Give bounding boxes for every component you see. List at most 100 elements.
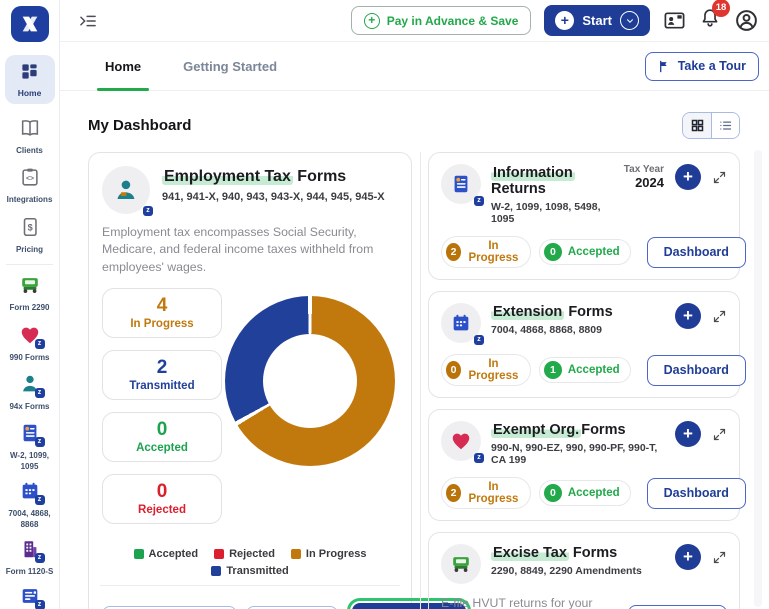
sidebar: Home Clients <> Integrations $ Pricing [0, 0, 60, 609]
document-icon [454, 175, 468, 193]
stat-value: 2 [156, 357, 168, 379]
exempt-org-forms-icon: z [441, 421, 484, 463]
add-return-button[interactable]: + [675, 544, 701, 570]
sidebar-item-label: 7004, 4868, 8868 [8, 509, 51, 529]
accepted-badge[interactable]: 0 Accepted [538, 480, 631, 506]
extension-forms-card: z Extension Forms 7004, 4868, 8868, 8809… [428, 291, 746, 398]
flag-icon [659, 60, 667, 72]
dashboard-button[interactable]: Dashboard [646, 477, 746, 509]
in-progress-badge[interactable]: 2 In Progress [441, 477, 531, 509]
dashboard-button[interactable]: Dashboard [627, 605, 727, 609]
tab-getting-started[interactable]: Getting Started [183, 42, 277, 90]
stat-value: 0 [156, 419, 168, 441]
add-return-button[interactable]: + [675, 164, 701, 191]
tab-home[interactable]: Home [96, 42, 150, 91]
expand-icon [713, 428, 726, 440]
dashboard-button[interactable]: Dashboard [646, 236, 746, 268]
take-a-tour-button[interactable]: Take a Tour [644, 51, 759, 81]
sidebar-item-integrations[interactable]: <> Integrations [0, 166, 59, 205]
card-title: Excise Tax Forms [491, 545, 618, 561]
excise-tax-forms-icon [441, 544, 481, 584]
sidebar-item-label: Pricing [15, 244, 44, 254]
truck-icon [21, 278, 38, 294]
heart-icon [452, 433, 470, 450]
card-forms-list: W-2, 1099, 1098, 5498, 1095 [491, 201, 601, 225]
accepted-badge[interactable]: 0 Accepted [538, 239, 631, 265]
list-view-button[interactable] [711, 113, 739, 138]
sidebar-item-7004-4868-8868[interactable]: z 7004, 4868, 8868 [0, 480, 59, 530]
sidebar-item-94x-forms[interactable]: z 94x Forms [0, 373, 59, 412]
sidebar-toggle-button[interactable] [78, 11, 98, 31]
expand-card-button[interactable] [712, 427, 727, 442]
sidebar-item-label: Integrations [6, 195, 53, 205]
tax-year-label: Tax Year [623, 164, 664, 175]
expand-card-button[interactable] [712, 309, 727, 324]
sidebar-item-form-2290[interactable]: Form 2290 [0, 274, 59, 313]
app-logo[interactable] [10, 6, 49, 42]
in-progress-badge[interactable]: 0 In Progress [441, 354, 531, 386]
stat-accepted[interactable]: 0 Accepted [102, 412, 222, 463]
legend-swatch [290, 549, 301, 560]
scrollbar[interactable] [754, 150, 762, 607]
stat-in-progress[interactable]: 4 In Progress [102, 288, 222, 339]
expand-icon [713, 551, 726, 563]
card-forms-list: 941, 941-X, 940, 943, 943-X, 944, 945, 9… [162, 191, 385, 203]
in-progress-badge[interactable]: 2 In Progress [441, 236, 531, 268]
badge-count: 2 [446, 484, 462, 502]
z-badge: z [34, 388, 45, 398]
donut-chart [225, 296, 395, 467]
add-return-button[interactable]: + [675, 421, 701, 447]
start-label: Start [582, 13, 612, 28]
card-forms-list: 990-N, 990-EZ, 990, 990-PF, 990-T, CA 19… [491, 442, 658, 466]
dashboard-button[interactable]: Dashboard [646, 354, 746, 386]
expand-icon [713, 310, 726, 322]
main-content: My Dashboard [60, 91, 769, 609]
account-icon [736, 10, 757, 31]
notifications-button[interactable]: 18 [699, 0, 730, 34]
legend-label: In Progress [305, 548, 367, 561]
badge-label: Accepted [567, 364, 620, 376]
document-icon [23, 425, 36, 442]
calendar-icon [453, 314, 469, 331]
grid-view-icon [691, 119, 703, 132]
logo-x-icon [22, 16, 37, 32]
sidebar-item-w2-1099-1095[interactable]: z W-2, 1099, 1095 [0, 422, 59, 472]
z-badge: z [34, 552, 45, 563]
plus-circle-icon: + [555, 11, 575, 30]
expand-card-button[interactable] [712, 170, 727, 185]
badge-label: Accepted [567, 487, 620, 499]
expand-card-button[interactable] [712, 550, 727, 565]
sidebar-item-home[interactable]: Home [4, 55, 55, 105]
stat-transmitted[interactable]: 2 Transmitted [102, 350, 222, 401]
svg-text:$: $ [27, 222, 32, 232]
stat-rejected[interactable]: 0 Rejected [102, 474, 222, 525]
contact-card-icon [664, 12, 685, 29]
sidebar-item-pricing[interactable]: $ Pricing [0, 216, 59, 255]
sidebar-item-label: 94x Forms [9, 402, 50, 411]
sidebar-item-990-forms[interactable]: z 990 Forms [0, 324, 59, 363]
legend-label: Transmitted [226, 565, 289, 578]
sidebar-divider [6, 264, 53, 266]
take-a-tour-label: Take a Tour [677, 59, 746, 73]
legend-item: Rejected [214, 548, 275, 560]
stat-label: In Progress [130, 318, 194, 331]
accepted-badge[interactable]: 1 Accepted [538, 357, 631, 383]
card-title: Information Returns [491, 165, 575, 197]
person-briefcase-icon [117, 180, 134, 199]
sidebar-item-w9-w8ben-8655-boir[interactable]: z W-9, W-8BEN, 8655, BOIR [0, 585, 59, 609]
sidebar-item-form-1120s[interactable]: z Form 1120-S [0, 538, 59, 577]
sidebar-item-clients[interactable]: Clients [0, 117, 59, 156]
employment-tax-card-icon: z [102, 166, 153, 216]
start-button[interactable]: + Start [544, 5, 650, 36]
pay-in-advance-button[interactable]: + Pay in Advance & Save [350, 6, 532, 35]
contact-card-button[interactable] [663, 9, 686, 32]
status-counters: 4 In Progress 2 Transmitted 0 Accepted [102, 288, 222, 536]
add-return-button[interactable]: + [675, 303, 701, 329]
card-forms-list: 2290, 8849, 2290 Amendments [491, 565, 642, 577]
grid-view-button[interactable] [683, 113, 711, 138]
book-icon [21, 120, 38, 136]
account-button[interactable] [734, 8, 759, 33]
card-title: Employment Tax Forms [162, 168, 347, 185]
card-divider [100, 585, 400, 587]
dashboard-button-primary[interactable]: Dashboard › [352, 603, 467, 609]
